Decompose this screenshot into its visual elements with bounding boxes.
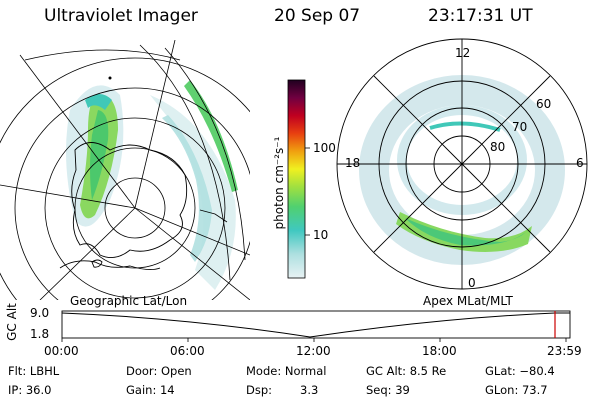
lat-label-80: 80 <box>490 140 506 154</box>
x-tick-0600: 06:00 <box>170 344 205 358</box>
geo-panel-label: Geographic Lat/Lon <box>70 294 188 308</box>
lat-label-60: 60 <box>536 97 552 111</box>
dsp-value: 3.3 <box>300 383 319 397</box>
ip-status: IP: 36.0 <box>8 383 52 397</box>
mlt-label-12: 12 <box>455 46 471 60</box>
dsp-label: Dsp: <box>246 383 273 397</box>
colorbar <box>287 79 306 279</box>
mlt-label-6: 6 <box>576 156 584 170</box>
x-tick-1200: 12:00 <box>296 344 331 358</box>
colorbar-tick-10: 10 <box>313 228 329 242</box>
mlt-label-18: 18 <box>345 156 361 170</box>
alt-tick-9: 9.0 <box>30 306 50 320</box>
geographic-map <box>0 40 250 300</box>
gain-status: Gain: 14 <box>126 383 175 397</box>
date-label: 20 Sep 07 <box>274 6 361 26</box>
x-tick-1800: 18:00 <box>422 344 457 358</box>
gc-alt-status: GC Alt: 8.5 Re <box>366 364 447 378</box>
colorbar-tick-100: 100 <box>313 141 336 155</box>
mode-status: Mode: Normal <box>246 364 327 378</box>
apex-panel-label: Apex MLat/MLT <box>423 294 513 308</box>
lat-label-70: 70 <box>512 120 528 134</box>
altitude-strip <box>61 310 571 342</box>
apex-polar-plot <box>336 38 588 290</box>
colorbar-label: photon cm⁻²s⁻¹ <box>272 136 286 230</box>
door-status: Door: Open <box>126 364 192 378</box>
x-tick-0000: 00:00 <box>44 344 79 358</box>
seq-status: Seq: 39 <box>366 383 410 397</box>
alt-axis-label: GC Alt <box>5 303 19 341</box>
filter-status: Flt: LBHL <box>8 364 60 378</box>
alt-tick-1-8: 1.8 <box>30 327 50 341</box>
glon-status: GLon: 73.7 <box>485 383 548 397</box>
time-label: 23:17:31 UT <box>428 6 533 26</box>
mlt-label-0: 0 <box>468 276 476 290</box>
glat-status: GLat: −80.4 <box>485 364 555 378</box>
instrument-title: Ultraviolet Imager <box>44 6 198 26</box>
x-tick-2359: 23:59 <box>547 344 582 358</box>
